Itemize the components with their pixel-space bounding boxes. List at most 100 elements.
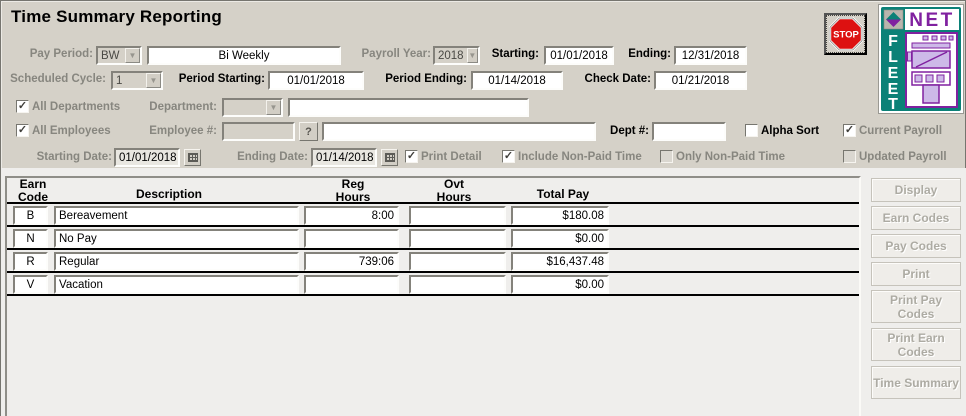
pay-period-combo[interactable]: BW ▼ <box>96 46 142 65</box>
starting-date-calendar-button[interactable] <box>184 149 201 166</box>
period-starting-field[interactable]: 01/01/2018 <box>268 71 364 90</box>
check-date-label: Check Date: <box>584 73 651 85</box>
earn-codes-button[interactable]: Earn Codes <box>871 206 961 230</box>
pay-period-label: Pay Period: <box>29 48 93 60</box>
ending-label: Ending: <box>628 48 671 60</box>
total-pay-cell[interactable]: $16,437.48 <box>511 252 609 271</box>
department-combo[interactable]: ▼ <box>222 98 283 117</box>
payroll-year-combo[interactable]: 2018 ▼ <box>433 46 480 65</box>
stop-button[interactable]: STOP <box>824 13 867 55</box>
ovt-hours-column-header: Ovt Hours <box>436 177 472 204</box>
chevron-down-icon: ▼ <box>146 73 161 88</box>
period-ending-field[interactable]: 01/14/2018 <box>471 71 563 90</box>
starting-date-label: Starting Date: <box>36 151 112 163</box>
svg-text:T: T <box>888 96 898 113</box>
earn-code-cell[interactable]: R <box>13 252 48 271</box>
description-cell[interactable]: Regular <box>54 252 299 271</box>
starting-field[interactable]: 01/01/2018 <box>544 46 614 65</box>
alpha-sort-label: Alpha Sort <box>761 125 820 137</box>
updated-payroll-label: Updated Payroll <box>859 151 947 163</box>
time-summary-button[interactable]: Time Summary <box>871 366 961 399</box>
chevron-down-icon: ▼ <box>466 48 478 63</box>
table-row: R Regular 739:06 $16,437.48 <box>7 250 859 273</box>
ovt-hours-cell[interactable] <box>409 275 506 294</box>
description-cell[interactable]: No Pay <box>54 229 299 248</box>
reg-hours-cell[interactable]: 8:00 <box>304 206 399 225</box>
description-column-header: Description <box>135 187 202 201</box>
employee-name-field[interactable] <box>322 122 596 141</box>
only-non-paid-checkbox[interactable] <box>660 150 673 163</box>
ending-date-field[interactable]: 01/14/2018 <box>311 148 377 167</box>
employee-lookup-button[interactable]: ? <box>299 122 318 141</box>
fleetnet-bus-icon: NET FLE ET <box>878 4 964 114</box>
starting-label: Starting: <box>491 48 539 60</box>
earn-code-cell[interactable]: N <box>13 229 48 248</box>
all-employees-label: All Employees <box>32 125 111 137</box>
pay-codes-button[interactable]: Pay Codes <box>871 234 961 258</box>
earn-code-table-body: B Bereavement 8:00 $180.08 N No Pay $0.0… <box>7 204 859 296</box>
updated-payroll-checkbox[interactable] <box>843 150 856 163</box>
display-button[interactable]: Display <box>871 178 961 202</box>
employee-number-field[interactable] <box>222 122 295 141</box>
total-pay-cell[interactable]: $180.08 <box>511 206 609 225</box>
current-payroll-checkbox[interactable]: ✓ <box>843 124 856 137</box>
svg-text:E: E <box>888 65 899 82</box>
ovt-hours-cell[interactable] <box>409 229 506 248</box>
stop-icon: STOP <box>828 17 863 51</box>
total-pay-column-header: Total Pay <box>536 187 590 201</box>
table-row: B Bereavement 8:00 $180.08 <box>7 204 859 227</box>
period-ending-label: Period Ending: <box>385 73 467 85</box>
earn-code-cell[interactable]: B <box>13 206 48 225</box>
calendar-icon <box>384 153 395 162</box>
description-cell[interactable]: Vacation <box>54 275 299 294</box>
earn-code-cell[interactable]: V <box>13 275 48 294</box>
all-employees-checkbox[interactable]: ✓ <box>16 124 29 137</box>
starting-date-field[interactable]: 01/01/2018 <box>114 148 180 167</box>
pay-period-name-field[interactable]: Bi Weekly <box>147 46 341 65</box>
employee-number-label: Employee #: <box>149 125 217 137</box>
ending-date-calendar-button[interactable] <box>381 149 398 166</box>
department-label: Department: <box>149 101 217 113</box>
check-date-field[interactable]: 01/21/2018 <box>654 71 747 90</box>
ovt-hours-cell[interactable] <box>409 252 506 271</box>
department-name-field[interactable] <box>288 98 529 117</box>
svg-text:STOP: STOP <box>833 30 859 41</box>
total-pay-cell[interactable]: $0.00 <box>511 275 609 294</box>
print-pay-codes-button[interactable]: Print Pay Codes <box>871 290 961 323</box>
dept-number-label: Dept #: <box>610 125 649 137</box>
payroll-year-label: Payroll Year: <box>361 48 431 60</box>
chevron-down-icon: ▼ <box>266 100 281 115</box>
reg-hours-cell[interactable] <box>304 275 399 294</box>
ending-date-label: Ending Date: <box>237 151 308 163</box>
description-cell[interactable]: Bereavement <box>54 206 299 225</box>
reg-hours-cell[interactable]: 739:06 <box>304 252 399 271</box>
alpha-sort-checkbox[interactable] <box>745 124 758 137</box>
ovt-hours-cell[interactable] <box>409 206 506 225</box>
print-earn-codes-button[interactable]: Print Earn Codes <box>871 328 961 361</box>
reg-hours-column-header: Reg Hours <box>335 177 371 204</box>
scheduled-cycle-combo[interactable]: 1 ▼ <box>111 71 163 90</box>
ending-field[interactable]: 12/31/2018 <box>674 46 747 65</box>
earn-code-table-header: Earn Code Description Reg Hours Ovt Hours T… <box>7 178 859 204</box>
calendar-icon <box>187 153 198 162</box>
period-starting-label: Period Starting: <box>178 73 265 85</box>
only-non-paid-label: Only Non-Paid Time <box>676 151 786 163</box>
earn-code-column-header: Earn Code <box>18 177 48 204</box>
svg-text:E: E <box>888 81 899 98</box>
all-departments-label: All Departments <box>32 101 121 113</box>
table-row: N No Pay $0.00 <box>7 227 859 250</box>
print-detail-checkbox[interactable]: ✓ <box>405 150 418 163</box>
chevron-down-icon: ▼ <box>125 48 140 63</box>
reg-hours-cell[interactable] <box>304 229 399 248</box>
all-departments-checkbox[interactable]: ✓ <box>16 100 29 113</box>
dept-number-field[interactable] <box>652 122 726 141</box>
svg-text:NET: NET <box>909 10 955 31</box>
svg-text:F: F <box>888 33 898 50</box>
include-non-paid-checkbox[interactable]: ✓ <box>502 150 515 163</box>
results-panel: Earn Code Description Reg Hours Ovt Hours T… <box>1 168 966 416</box>
scheduled-cycle-label: Scheduled Cycle: <box>10 73 106 85</box>
print-button[interactable]: Print <box>871 262 961 286</box>
total-pay-cell[interactable]: $0.00 <box>511 229 609 248</box>
